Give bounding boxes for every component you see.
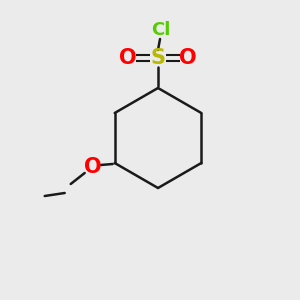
Text: O: O <box>119 48 137 68</box>
Text: O: O <box>179 48 197 68</box>
Text: S: S <box>151 48 166 68</box>
Text: Cl: Cl <box>151 21 171 39</box>
Text: O: O <box>84 157 101 177</box>
